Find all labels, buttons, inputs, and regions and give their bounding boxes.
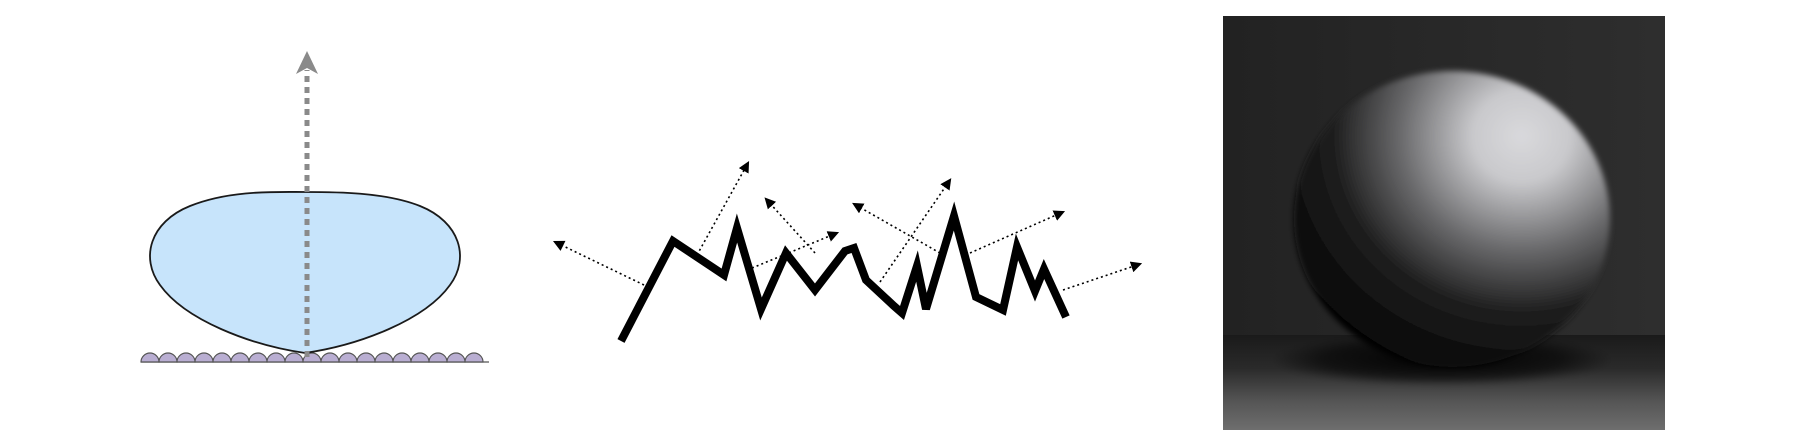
microfacet-bump (176, 352, 196, 363)
microfacet-bump (410, 352, 430, 363)
microfacet-bump (338, 352, 358, 363)
microfacet-bump (428, 352, 448, 363)
microfacet-bump (194, 352, 214, 363)
microfacet-bump (212, 352, 232, 363)
microfacet-bump (158, 352, 178, 363)
microfacet-bump (248, 352, 268, 363)
reflection-lobe-icon (149, 191, 461, 354)
scattered-ray-arrows-icon (552, 161, 1143, 291)
microfacet-bump (446, 352, 466, 363)
microfacet-bump (266, 352, 286, 363)
microfacet-bump (320, 352, 340, 363)
rendered-sphere-image (1223, 16, 1665, 430)
microfacet-bump (464, 352, 484, 363)
microfacet-bump (284, 352, 304, 363)
sphere-icon (1294, 71, 1610, 367)
microfacet-bump (356, 352, 376, 363)
microfacet-bump (392, 352, 412, 363)
microfacet-bumps-icon (140, 352, 489, 363)
microfacet-bump (374, 352, 394, 363)
microfacet-bump (140, 352, 160, 363)
microfacet-bump (230, 352, 250, 363)
specular-lobe-diagram (140, 51, 489, 363)
surface-normal-arrow-icon (296, 51, 318, 357)
rough-surface-scattering-diagram (552, 161, 1143, 343)
rough-surface-profile-icon (617, 201, 1070, 343)
